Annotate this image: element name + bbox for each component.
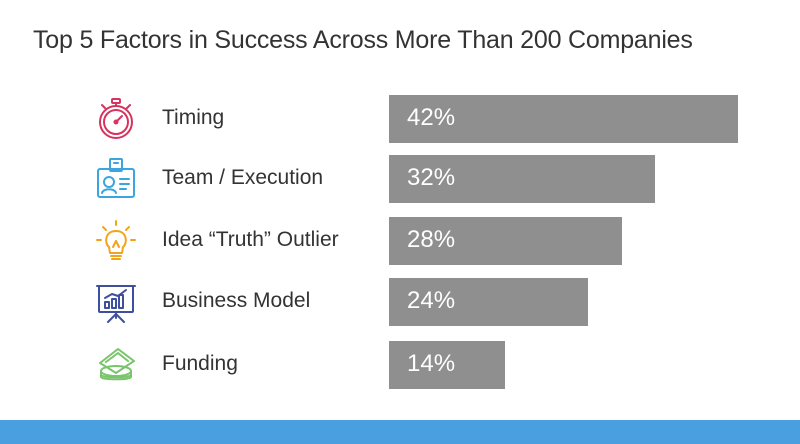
chart-row-business-model: Business Model 24% [0,278,800,326]
category-label: Funding [162,352,238,375]
data-label: 24% [407,287,456,314]
category-label: Timing [162,106,225,129]
stopwatch-icon [94,95,138,143]
category-label: Business Model [162,289,311,312]
data-label: 28% [407,226,456,253]
bar-business-model [389,278,588,326]
chart-title: Top 5 Factors in Success Across More Tha… [33,26,693,54]
category-label: Idea “Truth” Outlier [162,228,339,251]
bar-idea-outlier [389,217,622,265]
lightbulb-icon [94,217,138,265]
category-label: Team / Execution [162,166,324,189]
bar-funding [389,341,505,389]
bar-team-execution [389,155,655,203]
money-stack-icon [94,341,138,389]
chart-row-team-execution: Team / Execution 32% [0,155,800,203]
id-badge-icon [94,155,138,203]
chart-row-timing: Timing 42% [0,95,800,143]
bar-timing [389,95,738,143]
chart-row-idea-outlier: Idea “Truth” Outlier 28% [0,217,800,265]
data-label: 32% [407,164,456,191]
footer-band [0,420,800,444]
presentation-chart-icon [94,278,138,326]
data-label: 14% [407,350,456,377]
chart-row-funding: Funding 14% [0,341,800,389]
data-label: 42% [407,104,456,131]
